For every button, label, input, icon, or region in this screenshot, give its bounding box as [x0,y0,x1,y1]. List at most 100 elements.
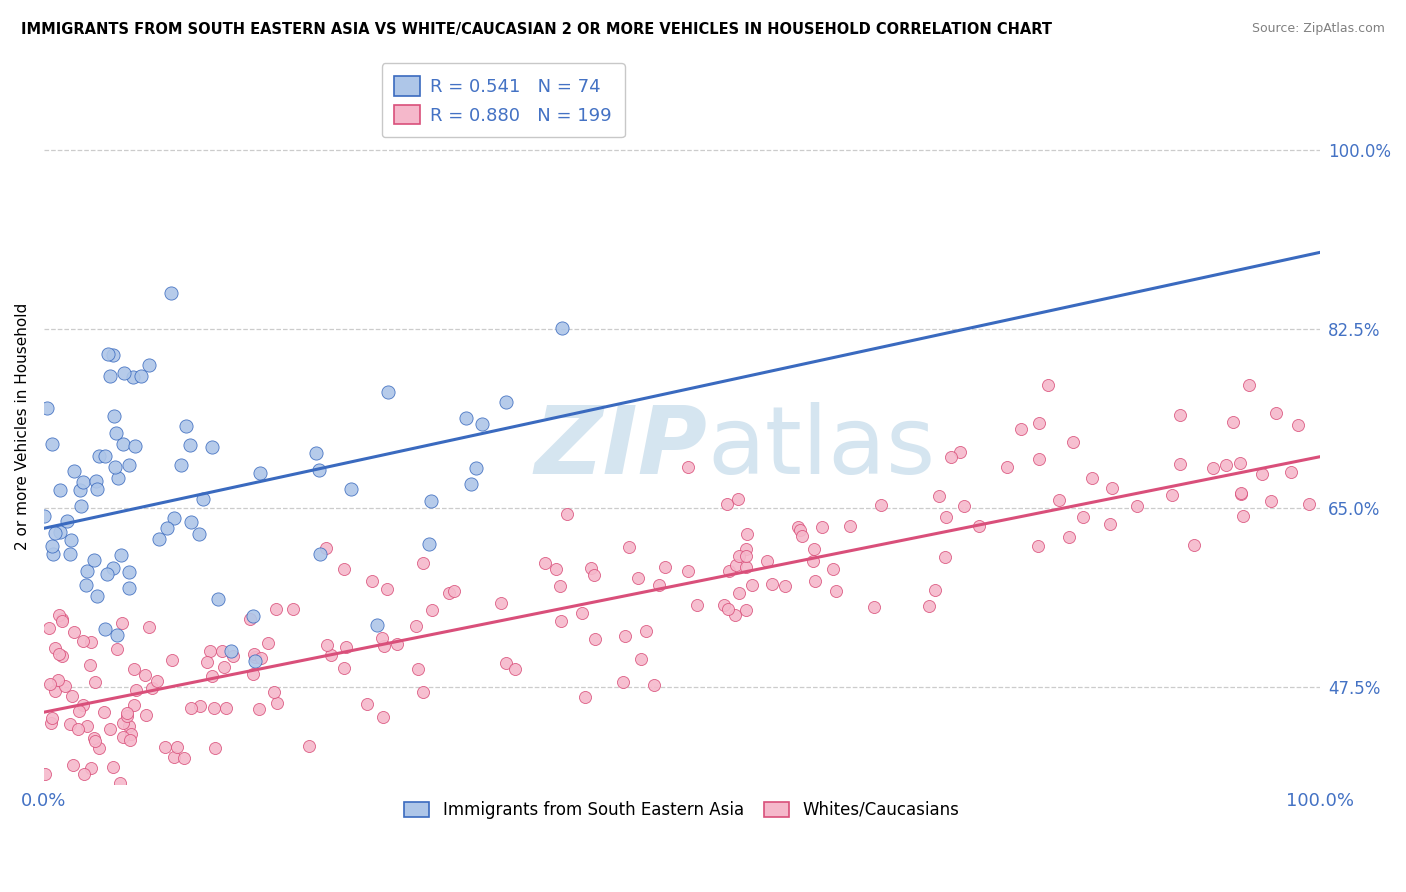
Point [648,578,671,592]
Point [222,648,245,663]
Point [44,684,66,698]
Point [219,644,242,658]
Point [97,347,120,361]
Point [1182,538,1205,552]
Point [555,508,578,522]
Point [174,418,197,433]
Point [654,559,676,574]
Point [80,761,103,775]
Point [180,701,202,715]
Point [211,644,233,658]
Point [79,657,101,672]
Point [153,740,176,755]
Point [803,541,825,556]
Point [612,675,634,690]
Point [734,603,756,617]
Point [735,526,758,541]
Point [460,476,482,491]
Point [1057,530,1080,544]
Point [375,582,398,597]
Point [1081,471,1104,485]
Point [464,461,486,475]
Point [124,439,146,453]
Point [32,509,55,524]
Point [214,700,236,714]
Point [332,661,354,675]
Point [1279,465,1302,479]
Point [118,581,141,595]
Point [72,698,94,712]
Point [949,444,972,458]
Point [51,614,73,628]
Point [163,510,186,524]
Point [111,715,134,730]
Point [1098,516,1121,531]
Point [201,440,224,454]
Point [728,549,751,563]
Point [34,767,56,781]
Point [98,369,121,384]
Point [801,553,824,567]
Point [953,499,976,513]
Point [125,682,148,697]
Point [734,549,756,564]
Point [1047,493,1070,508]
Point [1230,487,1253,501]
Point [1036,378,1059,392]
Point [73,767,96,781]
Point [94,622,117,636]
Point [51,612,73,626]
Point [156,521,179,535]
Point [734,559,756,574]
Point [550,614,572,628]
Point [724,608,747,623]
Point [245,654,267,668]
Point [249,467,271,481]
Point [201,669,224,683]
Point [146,673,169,688]
Point [121,369,143,384]
Point [173,751,195,765]
Point [371,631,394,645]
Point [995,459,1018,474]
Point [728,586,751,600]
Point [83,731,105,745]
Point [340,483,363,497]
Point [315,638,337,652]
Point [62,625,84,640]
Point [239,612,262,626]
Point [1260,494,1282,508]
Point [614,629,637,643]
Point [773,579,796,593]
Point [108,776,131,790]
Point [405,619,427,633]
Point [134,668,156,682]
Point [70,499,93,513]
Point [1126,499,1149,513]
Point [46,673,69,687]
Point [55,514,77,528]
Point [131,369,153,384]
Point [38,621,60,635]
Point [122,663,145,677]
Point [756,553,779,567]
Point [39,715,62,730]
Point [1286,418,1309,433]
Point [786,519,808,533]
Point [319,648,342,662]
Point [266,697,288,711]
Point [1071,509,1094,524]
Point [60,689,83,703]
Point [420,603,443,617]
Point [1170,408,1192,422]
Point [44,525,66,540]
Point [63,464,86,478]
Point [53,679,76,693]
Point [48,607,70,622]
Point [471,417,494,431]
Point [75,577,97,591]
Point [810,519,832,533]
Point [93,705,115,719]
Point [412,685,434,699]
Point [107,471,129,485]
